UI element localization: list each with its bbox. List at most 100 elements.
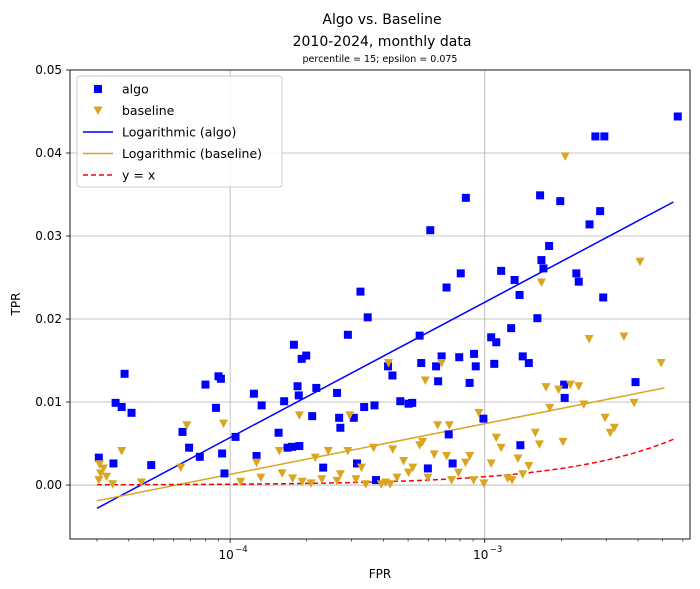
x-tick-label: 10 [473, 548, 488, 562]
baseline-point [418, 437, 428, 447]
x-tick-exponent: −3 [490, 545, 503, 555]
baseline-point [433, 421, 443, 430]
baseline-point [656, 359, 666, 368]
algo-point [302, 351, 311, 360]
baseline-point [629, 398, 639, 408]
baseline-point [554, 385, 564, 395]
algo-point [596, 207, 605, 216]
baseline-point [560, 152, 570, 161]
algo-point [515, 290, 524, 299]
algo-point [349, 413, 358, 422]
algo-point [308, 412, 317, 421]
baseline-point [356, 463, 366, 473]
baseline-point [461, 458, 471, 468]
algo-point [516, 441, 525, 450]
baseline-point [453, 468, 463, 478]
fit-line-baseline [96, 387, 665, 502]
baseline-point [534, 440, 544, 449]
baseline-point [136, 478, 146, 488]
algo-point [479, 414, 488, 423]
legend-label: Logarithmic (algo) [122, 125, 236, 140]
algo-point [497, 266, 506, 275]
baseline-point [274, 447, 284, 456]
algo-point [293, 382, 302, 391]
baseline-point [384, 359, 394, 368]
algo-point [461, 193, 470, 202]
y-tick-label: 0.00 [35, 478, 62, 492]
algo-point [545, 241, 554, 250]
baseline-point [345, 411, 355, 420]
algo-point [294, 391, 303, 400]
algo-point [539, 264, 548, 273]
algo-point [536, 191, 545, 200]
algo-point [673, 112, 682, 121]
algo-point [335, 413, 344, 422]
algo-point [470, 349, 479, 358]
baseline-point [518, 470, 528, 479]
algo-point [408, 398, 417, 407]
chart-subtitle: 2010-2024, monthly data [293, 34, 472, 50]
baseline-point [332, 476, 342, 486]
plot-frame [69, 69, 691, 540]
baseline-point [442, 451, 452, 461]
algo-point [363, 313, 372, 322]
scatter-points [94, 112, 682, 489]
algo-point [434, 377, 443, 386]
baseline-point [399, 456, 409, 466]
algo-point [319, 463, 328, 472]
baseline-point [219, 419, 229, 429]
algo-point [312, 383, 321, 392]
algo-point [455, 353, 464, 362]
algo-point [456, 269, 465, 278]
algo-point [289, 340, 298, 349]
baseline-point [108, 480, 118, 489]
baseline-point [277, 469, 287, 478]
y-tick-label: 0.03 [35, 229, 62, 243]
baseline-point [369, 443, 379, 453]
baseline-point [392, 473, 402, 483]
algo-point [537, 256, 546, 265]
algo-point [288, 442, 297, 451]
algo-point [437, 352, 446, 361]
algo-point [631, 378, 640, 387]
baseline-point [429, 450, 439, 459]
chart-title: Algo vs. Baseline [322, 12, 441, 28]
baseline-point [252, 458, 262, 468]
baseline-point [513, 454, 523, 463]
algo-point [252, 451, 261, 460]
baseline-point [536, 278, 546, 288]
baseline-point [423, 473, 433, 483]
x-axis-label: FPR [369, 567, 391, 581]
fit-line-algo [96, 201, 674, 509]
algo-point [471, 362, 480, 371]
algo-point [216, 374, 225, 383]
algo-point [185, 443, 194, 452]
baseline-point [306, 479, 316, 488]
algo-point [533, 314, 542, 323]
algo-point [297, 354, 306, 363]
algo-point [249, 389, 258, 398]
baseline-point [94, 476, 104, 485]
baseline-point [317, 475, 327, 484]
algo-point [507, 324, 516, 333]
algo-point [444, 430, 453, 439]
algo-point [560, 393, 569, 402]
algo-point [127, 408, 136, 417]
baseline-point [605, 428, 615, 438]
baseline-point [351, 475, 361, 484]
y-tick-label: 0.01 [35, 395, 62, 409]
baseline-point [491, 433, 501, 443]
algo-point [492, 338, 501, 347]
algo-point [396, 397, 405, 406]
algo-point [147, 461, 156, 470]
baseline-point [288, 474, 298, 483]
algo-point [426, 226, 435, 235]
algo-point [560, 380, 569, 389]
baseline-point [474, 408, 484, 418]
baseline-point [524, 461, 534, 471]
baseline-point [619, 332, 629, 341]
algo-point [487, 333, 496, 342]
baseline-point [496, 443, 506, 453]
legend-marker-baseline [93, 106, 103, 115]
